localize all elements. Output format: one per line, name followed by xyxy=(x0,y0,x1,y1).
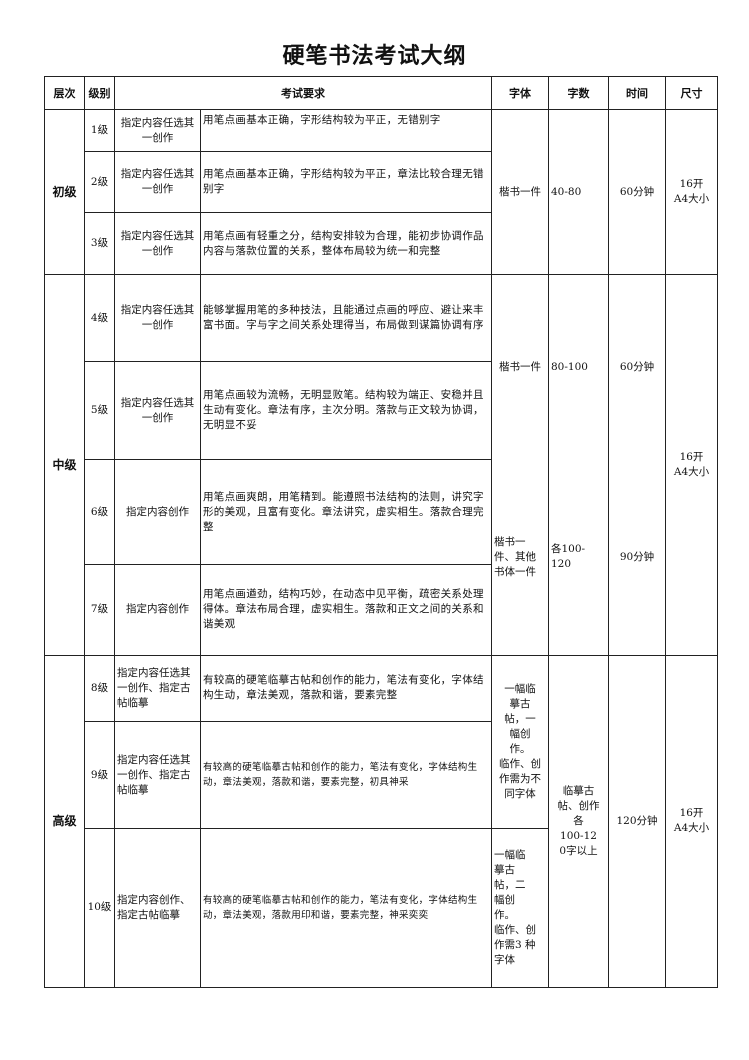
header-count: 字数 xyxy=(548,75,609,111)
content-cell: 指定内容任选其一创作 xyxy=(114,109,201,153)
table-row: 10级 指定内容创作、指定古帖临摹 有较高的硬笔临摹古帖和创作的能力，笔法有变化… xyxy=(45,827,718,989)
grade-cell: 7级 xyxy=(84,564,115,656)
header-requirements: 考试要求 xyxy=(114,75,492,111)
time-cell: 120分钟 xyxy=(608,654,666,989)
table-row: 初级 1级 指定内容任选其一创作 用笔点画基本正确，字形结构较为平正，无错别字 … xyxy=(44,109,718,276)
grade-cell: 6级 xyxy=(84,459,115,566)
count-cell: 各100- 120 xyxy=(548,459,609,656)
requirement-cell: 用笔点画基本正确，字形结构较为平正，章法比较合理无错别字 xyxy=(200,151,492,213)
table-row: 高级 8级 指定内容任选其一创作、指定古帖临摹 有较高的硬笔临摹古帖和创作的能力… xyxy=(44,654,718,989)
header-script: 字体 xyxy=(491,75,549,111)
page-title: 硬笔书法考试大纲 xyxy=(282,43,467,69)
script-cell: 楷书一件 xyxy=(491,109,549,276)
requirement-cell: 有较高的硬笔临摹古帖和创作的能力，笔法有变化，字体结构生动，章法美观，落款用印和… xyxy=(200,827,492,989)
table-row: 6级 指定内容创作 用笔点画爽朗，用笔精到。能遵照书法结构的法则，讲究字形的美观… xyxy=(45,459,718,656)
header-level: 层次 xyxy=(44,75,85,111)
table-row: 中级 4级 指定内容任选其一创作 能够掌握用笔的多种技法，且能通过点画的呼应、避… xyxy=(44,274,718,656)
requirement-cell: 用笔点画基本正确，字形结构较为平正，无错别字 xyxy=(200,109,492,153)
table-row: 7级 指定内容创作 用笔点画遒劲，结构巧妙，在动态中见平衡，疏密关系处理得体。章… xyxy=(45,564,718,656)
requirement-cell: 用笔点画有轻重之分，结构安排较为合理，能初步协调作品内容与落款位置的关系，整体布… xyxy=(200,211,492,276)
grade-cell: 1级 xyxy=(84,109,115,153)
level-beginner: 初级 xyxy=(44,109,85,276)
content-cell: 指定内容任选其一创作 xyxy=(114,151,201,213)
count-cell: 80-100 xyxy=(548,274,609,460)
script-cell: 楷书一 件、其他 书体一件 xyxy=(491,459,549,656)
requirement-cell: 用笔点画较为流畅，无明显败笔。结构较为端正、安稳并且生动有变化。章法有序，主次分… xyxy=(200,360,492,461)
grade-cell: 10级 xyxy=(84,827,115,989)
content-cell: 指定内容任选其一创作、指定古帖临摹 xyxy=(114,654,201,723)
size-cell: 16开 A4大小 xyxy=(665,109,718,276)
table-row: 2级 指定内容任选其一创作 用笔点画基本正确，字形结构较为平正，章法比较合理无错… xyxy=(45,151,718,213)
requirement-cell: 用笔点画爽朗，用笔精到。能遵照书法结构的法则，讲究字形的美观，且富有变化。章法讲… xyxy=(200,459,492,566)
content-cell: 指定内容任选其一创作 xyxy=(114,274,201,362)
requirement-cell: 有较高的硬笔临摹古帖和创作的能力，笔法有变化，字体结构生动，章法美观，落款和谐，… xyxy=(200,654,492,723)
content-cell: 指定内容任选其一创作 xyxy=(114,211,201,276)
content-cell: 指定内容创作 xyxy=(114,459,201,566)
grade-cell: 8级 xyxy=(84,654,115,723)
requirement-cell: 能够掌握用笔的多种技法，且能通过点画的呼应、避让来丰富书面。字与字之间关系处理得… xyxy=(200,274,492,362)
requirement-cell: 有较高的硬笔临摹古帖和创作的能力，笔法有变化，字体结构生动，章法美观，落款和谐，… xyxy=(200,721,492,829)
level-intermediate: 中级 xyxy=(44,274,85,656)
level-advanced: 高级 xyxy=(44,654,85,989)
grade-cell: 3级 xyxy=(84,211,115,276)
time-cell: 60分钟 xyxy=(608,109,666,276)
header-grade: 级别 xyxy=(84,75,115,111)
grade-cell: 4级 xyxy=(84,274,115,362)
grade-cell: 5级 xyxy=(84,360,115,461)
requirement-cell: 用笔点画遒劲，结构巧妙，在动态中见平衡，疏密关系处理得体。章法布局合理，虚实相生… xyxy=(200,564,492,656)
script-cell: 楷书一件 xyxy=(491,274,549,460)
table-row: 5级 指定内容任选其一创作 用笔点画较为流畅，无明显败笔。结构较为端正、安稳并且… xyxy=(45,360,718,461)
content-cell: 指定内容创作、指定古帖临摹 xyxy=(114,827,201,989)
header-row: 层次 级别 考试要求 字体 字数 时间 尺寸 xyxy=(44,75,718,111)
grade-cell: 9级 xyxy=(84,721,115,829)
size-cell: 16开 A4大小 xyxy=(665,654,718,989)
size-cell: 16开 A4大小 xyxy=(665,274,718,656)
script-cell: 一幅临 摹古 帖，一 幅创 作。 临作、创 作需为不 同字体 xyxy=(491,654,549,829)
count-cell: 40-80 xyxy=(548,109,609,276)
time-cell: 60分钟 xyxy=(608,274,666,460)
count-cell: 临摹古 帖、创作 各 100-12 0字以上 xyxy=(548,654,609,989)
table-row: 3级 指定内容任选其一创作 用笔点画有轻重之分，结构安排较为合理，能初步协调作品… xyxy=(45,211,718,276)
exam-outline-table: 层次 级别 考试要求 字体 字数 时间 尺寸 初级 1级 指定内容任选其一创作 … xyxy=(44,75,718,989)
header-size: 尺寸 xyxy=(665,75,718,111)
header-time: 时间 xyxy=(608,75,666,111)
content-cell: 指定内容任选其一创作、指定古帖临摹 xyxy=(114,721,201,829)
content-cell: 指定内容任选其一创作 xyxy=(114,360,201,461)
script-cell: 一幅临 摹古 帖，二 幅创 作。 临作、创 作需3 种 字体 xyxy=(491,827,549,989)
grade-cell: 2级 xyxy=(84,151,115,213)
time-cell: 90分钟 xyxy=(608,459,666,656)
content-cell: 指定内容创作 xyxy=(114,564,201,656)
